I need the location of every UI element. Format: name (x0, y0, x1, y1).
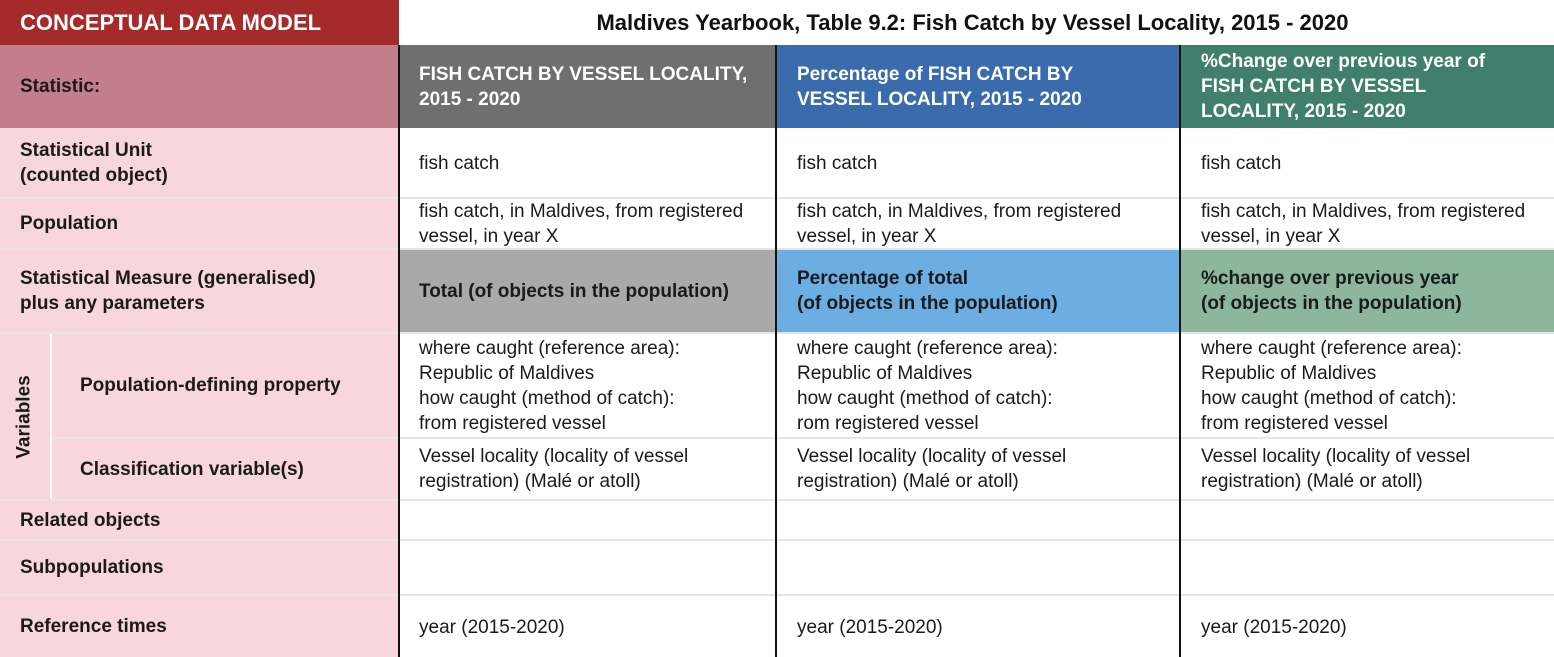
row-label-statistical-measure: Statistical Measure (generalised) plus a… (0, 249, 399, 333)
variables-divider (50, 333, 52, 500)
row-divider (0, 594, 1554, 596)
col3-population-defining-property: where caught (reference area): Republic … (1201, 337, 1462, 434)
row-label-statistical-unit: Statistical Unit (counted object) (0, 128, 399, 198)
row-divider (0, 499, 1554, 501)
col1-population: fish catch, in Maldives, from registered… (419, 200, 744, 247)
column-divider (775, 45, 777, 657)
col1-statistical-unit: fish catch (419, 152, 500, 174)
col1-statistic-header: FISH CATCH BY VESSEL LOCALITY, 2015 - 20… (399, 45, 777, 128)
col2-population-defining-property: where caught (reference area): Republic … (797, 337, 1058, 434)
row-divider (0, 332, 1554, 334)
row-label-statistic: Statistic: (0, 45, 399, 128)
col3-population: fish catch, in Maldives, from registered… (1201, 200, 1526, 247)
col1-statistical-measure: Total (of objects in the population) (399, 249, 777, 333)
column-divider (1179, 45, 1181, 657)
col1-reference-times: year (2015-2020) (419, 617, 565, 638)
col3-related-objects (1181, 500, 1554, 540)
row-label-classification-variables: Classification variable(s) (52, 438, 399, 500)
col1-related-objects (399, 500, 777, 540)
col2-subpopulations (777, 540, 1181, 595)
col2-reference-times: year (2015-2020) (797, 617, 943, 638)
row-label-subpopulations: Subpopulations (0, 540, 399, 595)
col1-population-defining-property: where caught (reference area): Republic … (419, 337, 680, 434)
variables-group-label: Variables (0, 333, 50, 500)
col1-subpopulations (399, 540, 777, 595)
col3-statistical-measure: %change over previous year (of objects i… (1181, 249, 1554, 333)
table-title: Maldives Yearbook, Table 9.2: Fish Catch… (399, 0, 1554, 45)
row-divider (0, 197, 1554, 199)
row-label-related-objects: Related objects (0, 500, 399, 540)
col3-statistical-unit: fish catch (1201, 152, 1282, 174)
row-label-population-defining-property: Population-defining property (52, 333, 399, 438)
col2-statistic-header: Percentage of FISH CATCH BY VESSEL LOCAL… (777, 45, 1181, 128)
row-divider (0, 539, 1554, 541)
col2-population: fish catch, in Maldives, from registered… (797, 200, 1122, 247)
col3-subpopulations (1181, 540, 1554, 595)
variables-group-cell (0, 333, 50, 500)
variables-group-text: Variables (14, 374, 36, 459)
col2-statistical-measure: Percentage of total (of objects in the p… (777, 249, 1181, 333)
col2-statistical-unit: fish catch (797, 152, 878, 174)
row-label-population: Population (0, 198, 399, 249)
row-divider (52, 437, 1554, 439)
col3-reference-times: year (2015-2020) (1201, 617, 1347, 638)
model-label: CONCEPTUAL DATA MODEL (0, 0, 399, 45)
col1-classification-variables: Vessel locality (locality of vessel regi… (419, 446, 689, 492)
col3-statistic-header: %Change over previous year of FISH CATCH… (1181, 45, 1554, 128)
row-label-reference-times: Reference times (0, 595, 399, 657)
col3-classification-variables: Vessel locality (locality of vessel regi… (1201, 446, 1471, 492)
column-divider (398, 45, 400, 657)
col2-classification-variables: Vessel locality (locality of vessel regi… (797, 446, 1067, 492)
col2-related-objects (777, 500, 1181, 540)
row-divider (0, 248, 1554, 250)
